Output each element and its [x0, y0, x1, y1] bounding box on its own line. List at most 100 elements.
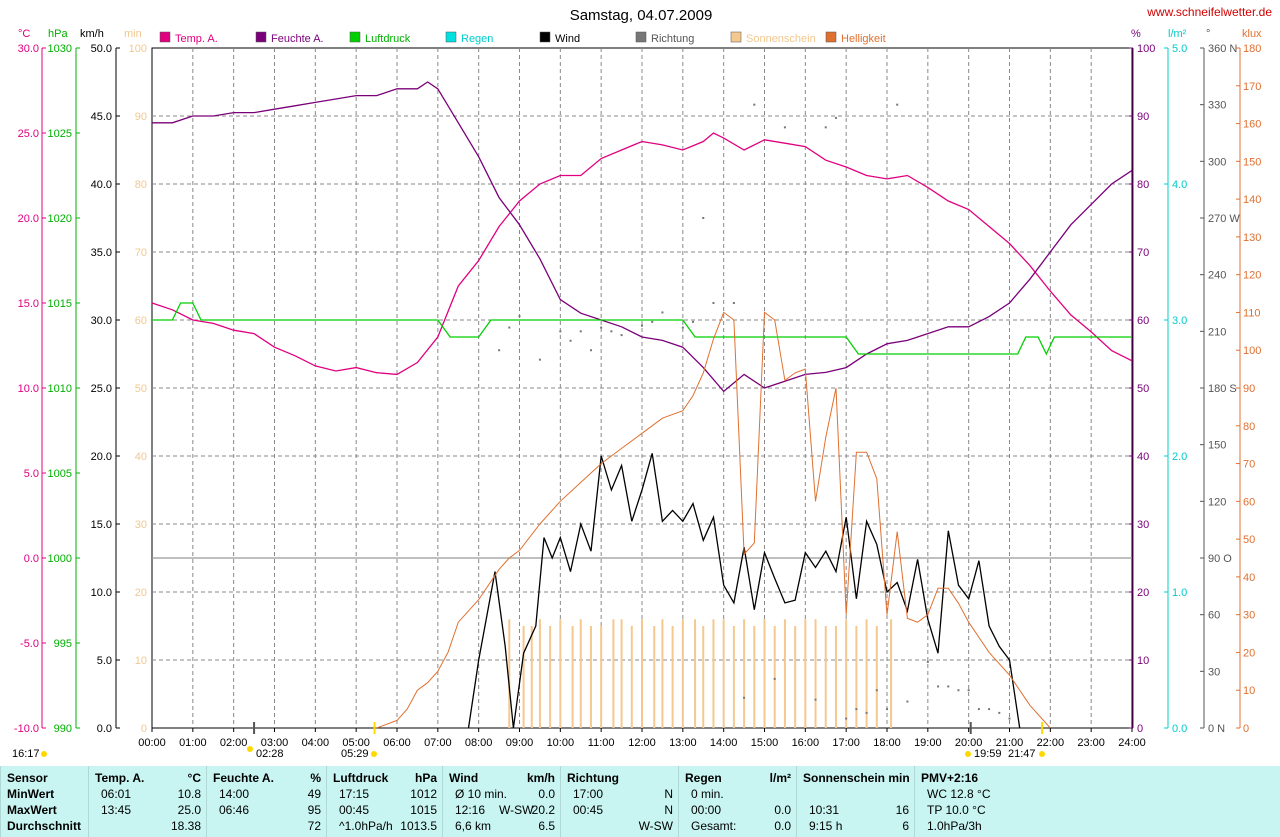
pressure-tick-label: 1005 — [48, 468, 72, 480]
wind-tick-label: 30.0 — [91, 315, 112, 327]
brightness-tick-label: 120 — [1243, 270, 1261, 282]
summary-value: 1012 — [410, 787, 437, 801]
x-tick-label: 11:00 — [588, 737, 615, 749]
x-tick-label: 04:00 — [302, 737, 330, 749]
rain-tick-label: 2.0 — [1172, 451, 1187, 463]
brightness-tick-label: 20 — [1243, 647, 1255, 659]
direction-point — [498, 349, 501, 352]
direction-point — [702, 217, 705, 219]
x-tick-label: 16:00 — [792, 737, 820, 749]
direction-point — [824, 126, 827, 129]
minutes-tick-label: 0 — [141, 723, 147, 735]
x-tick-label: 17:00 — [832, 737, 860, 749]
summary-header: Richtung — [567, 771, 619, 785]
temp-tick-label: -5.0 — [20, 638, 39, 650]
summary-header: Sonnenschein min — [803, 771, 910, 785]
summary-value: 1015 — [410, 803, 437, 817]
wind-tick-label: 35.0 — [91, 247, 112, 259]
summary-header: Wind — [449, 771, 479, 785]
x-tick-label: 19:00 — [914, 737, 942, 749]
x-tick-label: 03:00 — [261, 737, 289, 749]
summary-cell: Durchschnitt — [7, 819, 82, 833]
brightness-tick-label: 110 — [1243, 307, 1261, 319]
site-link[interactable]: www.schneifelwetter.de — [1146, 5, 1272, 19]
x-tick-label: 22:00 — [1037, 737, 1065, 749]
summary-cell: 1.0hPa/3h — [927, 819, 982, 833]
legend-swatch — [445, 31, 457, 43]
summary-unit: °C — [187, 771, 201, 785]
minutes-tick-label: 60 — [135, 315, 147, 327]
legend-label: Luftdruck — [365, 33, 411, 45]
summary-cell: Gesamt: — [691, 819, 737, 833]
minutes-tick-label: 100 — [129, 43, 147, 55]
humidity-tick-label: 10 — [1137, 655, 1149, 667]
legend-swatch — [539, 31, 551, 43]
x-tick-label: 23:00 — [1077, 737, 1105, 749]
summary-cell: Ø 10 min. — [455, 787, 508, 801]
direction-point — [579, 330, 582, 333]
summary-cell: 17:15 — [339, 787, 370, 801]
x-tick-label: 05:00 — [342, 737, 370, 749]
direction-point — [947, 685, 950, 688]
direction-point — [875, 689, 878, 692]
summary-value: 16 — [895, 803, 909, 817]
sun-icon — [41, 751, 47, 757]
humidity-tick-label: 20 — [1137, 587, 1149, 599]
legend-swatch — [730, 31, 742, 43]
x-tick-label: 12:00 — [628, 737, 656, 749]
brightness-tick-label: 30 — [1243, 610, 1255, 622]
direction-point — [651, 320, 654, 323]
direction-point — [600, 326, 603, 329]
legend: Temp. A. Feuchte A. Luftdruck Regen Wind Rich… — [159, 31, 886, 45]
direction-point — [937, 685, 940, 688]
moonrise-time: 02:28 — [256, 748, 284, 760]
summary-value: 20.2 — [531, 803, 555, 817]
unit-brightness: klux — [1242, 28, 1262, 40]
summary-unit: hPa — [414, 771, 437, 785]
direction-point — [518, 315, 521, 318]
direction-point — [865, 711, 868, 714]
summary-cell: 0 min. — [691, 787, 724, 801]
unit-rain: l/m² — [1168, 28, 1187, 40]
summary-value: 0.0 — [774, 819, 791, 833]
summary-col: Regen l/m² 0 min. 00:00 0.0 Gesamt: 0.0 — [678, 766, 797, 837]
summary-cell-mid: W-SW — [499, 803, 534, 817]
temp-tick-label: 0.0 — [24, 553, 39, 565]
summary-col: Wind km/h Ø 10 min. 0.0 12:16 W-SW 20.2 6,6 km 6… — [442, 766, 561, 837]
brightness-tick-label: 10 — [1243, 685, 1255, 697]
grid — [152, 48, 1132, 728]
unit-minutes: min — [124, 28, 142, 40]
summary-value: 95 — [307, 803, 321, 817]
pressure-tick-label: 1030 — [48, 43, 72, 55]
weather-chart: Samstag, 04.07.2009 www.schneifelwetter.… — [12, 5, 1272, 760]
legend-label: Regen — [461, 33, 493, 45]
humidity-tick-label: 0 — [1137, 723, 1143, 735]
direction-tick-label: 30 — [1208, 666, 1220, 678]
legend-swatch — [159, 31, 171, 43]
direction-point — [661, 311, 664, 314]
direction-tick-label: 60 — [1208, 610, 1220, 622]
direction-point — [814, 698, 817, 701]
direction-point — [896, 103, 899, 106]
summary-cell: 13:45 — [101, 803, 132, 817]
direction-tick-label: 330 — [1208, 100, 1226, 112]
brightness-tick-label: 160 — [1243, 119, 1261, 131]
moonset-icon — [965, 751, 971, 757]
legend-swatch — [349, 31, 361, 43]
summary-value: 0.0 — [538, 787, 555, 801]
pressure-tick-label: 1020 — [48, 213, 72, 225]
summary-cell: 06:01 — [101, 787, 132, 801]
unit-direction: ° — [1206, 28, 1210, 40]
summary-cell: ^1.0hPa/h — [339, 819, 393, 833]
direction-point — [773, 677, 776, 680]
brightness-tick-label: 170 — [1243, 81, 1261, 93]
brightness-tick-label: 70 — [1243, 459, 1255, 471]
summary-cell: MaxWert — [7, 803, 57, 817]
legend-label: Richtung — [651, 33, 694, 45]
summary-cell: 9:15 h — [809, 819, 843, 833]
direction-point — [988, 708, 991, 711]
direction-tick-label: 300 — [1208, 156, 1226, 168]
series-line-helligkeit — [376, 311, 1051, 729]
temp-tick-label: -10.0 — [14, 723, 39, 735]
sunshine-bars — [508, 619, 893, 728]
